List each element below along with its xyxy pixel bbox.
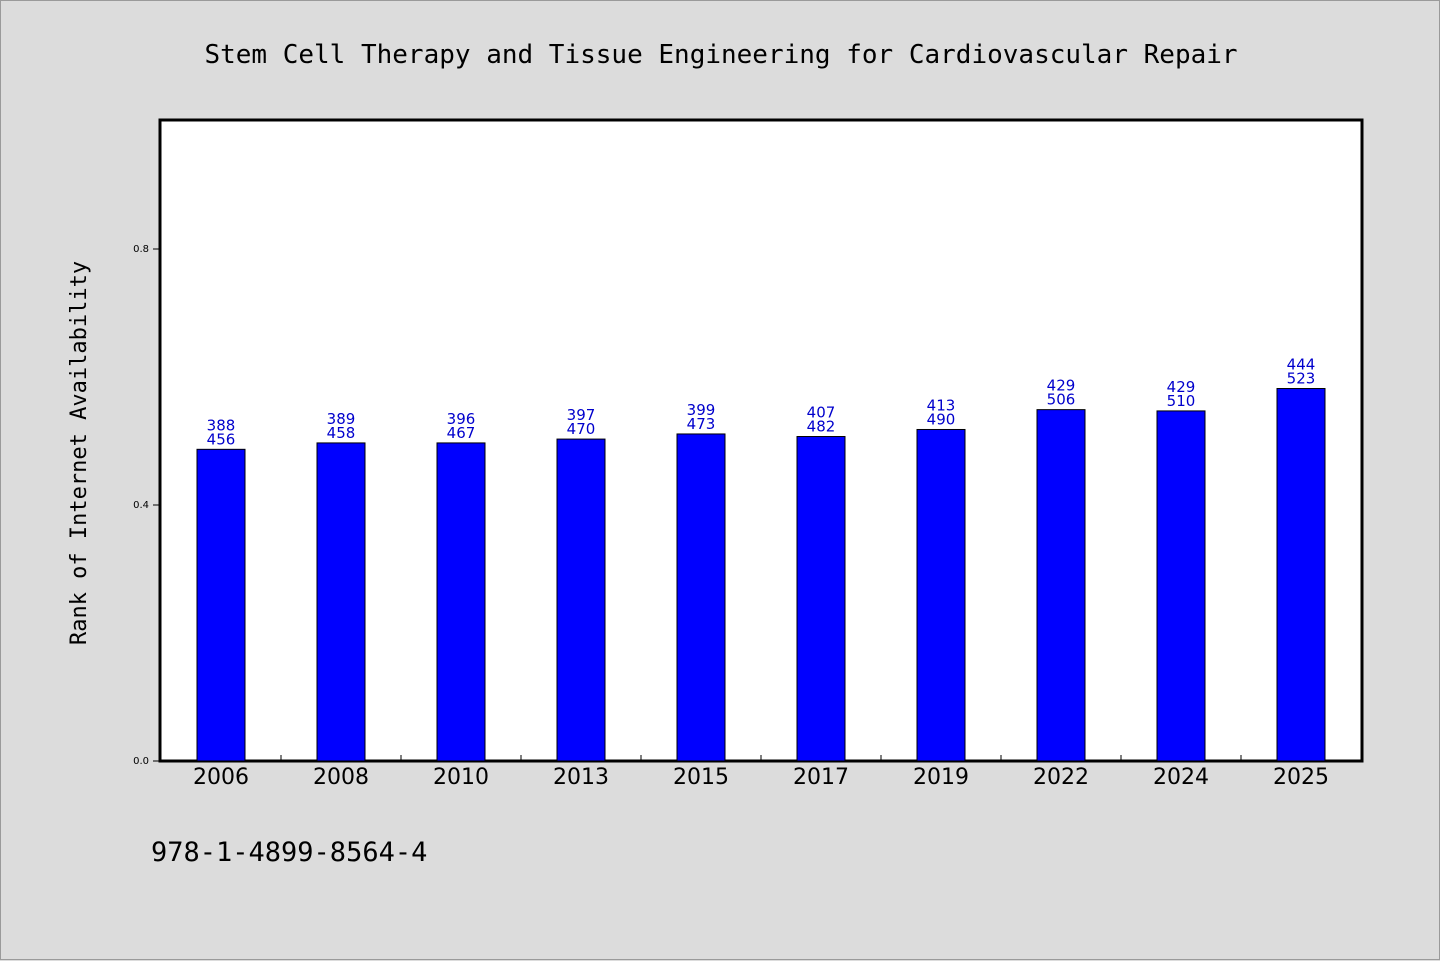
bar-label-bottom: 470 [567,420,596,438]
bar-label-bottom: 506 [1047,391,1076,409]
bar-2022 [1036,409,1086,762]
x-tick-label: 2015 [673,765,729,790]
bar-2010 [436,442,486,762]
bar-label-top: 444 [1287,356,1316,374]
x-tick-label: 2006 [193,765,249,790]
bar-2024 [1156,410,1206,762]
bar-2025 [1276,388,1326,762]
bar-2019 [916,428,966,762]
bar-label-top: 399 [687,401,716,419]
y-tick-label: 0.4 [133,500,149,511]
bar-label-top: 389 [327,410,356,428]
x-tick-label: 2010 [433,765,489,790]
bar-label-top: 407 [807,404,836,422]
bar-labels-group: 3884563894583964673974703994734074824134… [207,356,1316,449]
x-tick-label: 2019 [913,765,969,790]
isbn-footer: 978-1-4899-8564-4 [151,837,428,868]
bar-label-bottom: 490 [927,410,956,428]
bar-2008 [316,442,366,762]
x-tick-label: 2025 [1273,765,1329,790]
bar-label-bottom: 456 [207,430,236,448]
bar-2015 [676,433,726,762]
x-tick-label: 2024 [1153,765,1209,790]
bar-label-bottom: 523 [1287,370,1316,388]
x-tick-label: 2008 [313,765,369,790]
bar-2017 [796,436,846,762]
y-tick-label: 0.8 [133,244,149,255]
bar-label-top: 413 [927,396,956,414]
x-tick-label: 2022 [1033,765,1089,790]
bar-label-top: 397 [567,406,596,424]
x-tick-label: 2013 [553,765,609,790]
bar-label-bottom: 458 [327,424,356,442]
bar-label-bottom: 510 [1167,392,1196,410]
bar-2006 [196,448,246,762]
chart-title: Stem Cell Therapy and Tissue Engineering… [204,40,1237,70]
bar-label-bottom: 482 [807,418,836,436]
bar-2013 [556,438,606,762]
y-axis-label: Rank of Internet Availability [67,261,92,645]
bars-group [196,388,1326,762]
bar-label-top: 429 [1047,377,1076,395]
bar-label-top: 396 [447,410,476,428]
bar-label-top: 429 [1167,378,1196,396]
y-tick-label: 0.0 [133,756,149,767]
x-tick-label: 2017 [793,765,849,790]
bar-label-bottom: 467 [447,424,476,442]
bar-label-top: 388 [207,416,236,434]
bar-label-bottom: 473 [687,415,716,433]
axis-ticks: 0.0 0.4 0.8 2006 2008 2010 2013 2015 2017 2019 202… [133,244,1329,790]
